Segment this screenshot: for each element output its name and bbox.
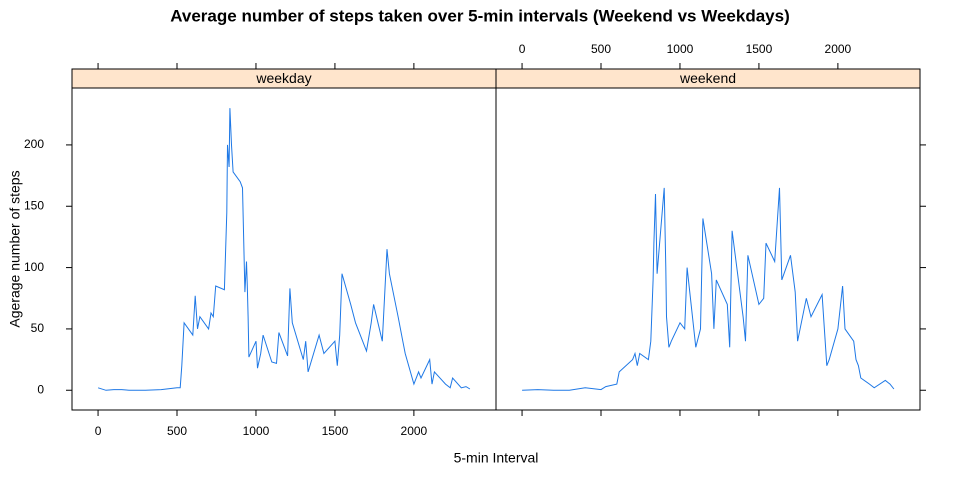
y-tick-label: 200 <box>24 137 44 151</box>
x-tick-label: 1000 <box>667 42 694 56</box>
y-axis-label: Agerage number of steps <box>7 170 23 327</box>
x-tick-label: 500 <box>591 42 611 56</box>
x-axis-label: 5-min Interval <box>454 450 539 466</box>
panel <box>71 87 497 411</box>
x-tick-label: 0 <box>95 424 102 438</box>
strip-label: weekday <box>255 70 311 86</box>
data-line <box>522 187 895 391</box>
x-tick-label: 2000 <box>825 42 852 56</box>
data-line <box>97 108 471 391</box>
y-tick-label: 0 <box>37 382 44 396</box>
y-tick-label: 150 <box>24 198 44 212</box>
x-tick-label: 1500 <box>746 42 773 56</box>
x-tick-label: 0 <box>519 42 526 56</box>
strip-label: weekend <box>679 70 736 86</box>
panel <box>495 87 921 411</box>
chart-title: Average number of steps taken over 5-min… <box>170 6 789 25</box>
x-tick-label: 2000 <box>401 424 428 438</box>
x-tick-label: 500 <box>167 424 187 438</box>
y-tick-label: 50 <box>31 321 45 335</box>
y-tick-label: 100 <box>24 260 44 274</box>
x-tick-label: 1000 <box>243 424 270 438</box>
x-tick-label: 1500 <box>322 424 349 438</box>
